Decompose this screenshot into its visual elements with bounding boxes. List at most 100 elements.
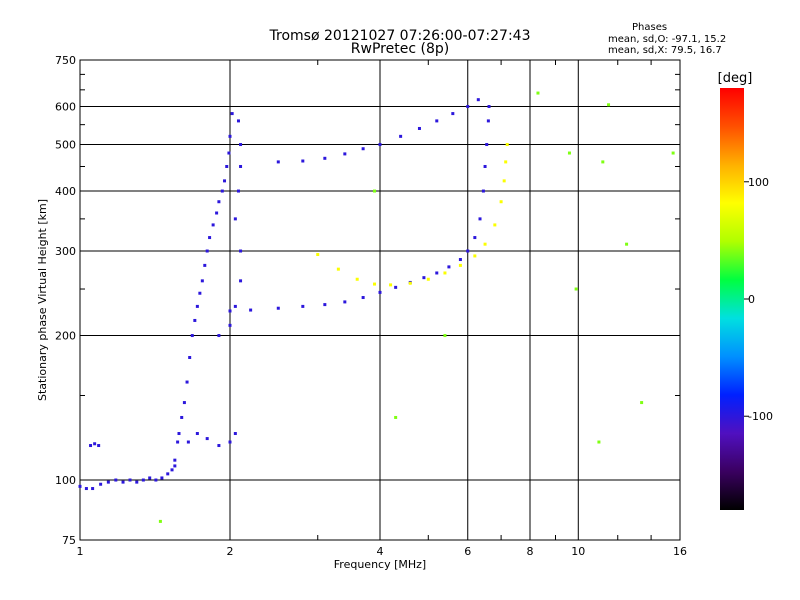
data-point: [195, 304, 199, 308]
data-point: [236, 189, 240, 193]
data-point: [225, 164, 229, 168]
data-point: [574, 287, 578, 291]
data-point: [121, 480, 125, 484]
data-point: [205, 249, 209, 253]
phase-x-stats: mean, sd,X: 79.5, 16.7: [608, 45, 722, 56]
data-point: [173, 458, 177, 462]
data-point: [166, 472, 170, 476]
data-point: [408, 281, 412, 285]
data-point: [173, 464, 177, 468]
data-point: [499, 200, 503, 204]
data-point: [180, 415, 184, 419]
data-point: [485, 143, 489, 147]
data-point: [200, 279, 204, 283]
data-point: [451, 112, 455, 116]
data-point: [217, 444, 221, 448]
chart-subtitle: RwPretec (8p): [350, 41, 450, 57]
data-point: [135, 480, 139, 484]
colorbar-label: [deg]: [718, 71, 753, 86]
data-point: [486, 119, 490, 123]
y-axis: 75 100 200 300 400 500 600 750: [55, 54, 680, 547]
data-point: [597, 440, 601, 444]
y-tick-label: 200: [55, 330, 76, 343]
data-point: [505, 143, 509, 147]
data-point: [97, 444, 101, 448]
data-point: [394, 285, 398, 289]
data-point: [160, 476, 164, 480]
data-point: [399, 134, 403, 138]
y-tick-label: 750: [55, 54, 76, 67]
data-point: [148, 476, 152, 480]
x-tick-label: 8: [527, 545, 534, 558]
data-point: [607, 103, 611, 107]
y-tick-label: 500: [55, 139, 76, 152]
colorbar: [720, 88, 744, 510]
data-point: [228, 309, 232, 313]
data-point: [186, 440, 190, 444]
data-point: [443, 271, 447, 275]
data-point: [493, 223, 497, 227]
data-point: [188, 355, 192, 359]
data-point: [230, 112, 234, 116]
data-point: [671, 151, 675, 155]
colorbar-tick-label: 100: [748, 176, 769, 189]
data-point: [185, 380, 189, 384]
data-point: [223, 179, 227, 183]
data-point: [182, 401, 186, 405]
data-point: [276, 160, 280, 164]
data-point: [483, 164, 487, 168]
colorbar-tick-label: 0: [748, 293, 755, 306]
data-point: [217, 334, 221, 338]
data-point: [228, 134, 232, 138]
data-point: [176, 440, 180, 444]
data-point: [217, 200, 221, 204]
data-point: [361, 296, 365, 300]
x-tick-label: 4: [377, 545, 384, 558]
data-point: [208, 236, 212, 240]
data-point: [426, 277, 430, 281]
data-point: [91, 487, 95, 491]
data-point: [435, 119, 439, 123]
data-point: [193, 318, 197, 322]
data-point: [239, 249, 243, 253]
data-point: [458, 258, 462, 262]
data-point: [239, 279, 243, 283]
data-point: [239, 143, 243, 147]
data-point: [447, 265, 451, 269]
data-point: [323, 303, 327, 307]
data-point: [473, 254, 477, 258]
x-tick-label: 16: [673, 545, 687, 558]
x-axis: 1 2 4 6 8 10 16: [77, 60, 687, 558]
data-point: [378, 143, 382, 147]
data-point: [478, 217, 482, 221]
x-tick-label: 10: [571, 545, 585, 558]
x-tick-label: 2: [227, 545, 234, 558]
data-point: [215, 211, 219, 215]
data-point: [343, 152, 347, 156]
y-tick-label: 100: [55, 474, 76, 487]
data-point: [106, 480, 110, 484]
data-point: [198, 291, 202, 295]
data-point: [249, 308, 253, 312]
data-point: [205, 437, 209, 441]
data-point: [233, 304, 237, 308]
data-point: [99, 482, 103, 486]
data-point: [473, 236, 477, 240]
data-point: [389, 283, 393, 287]
data-point: [276, 306, 280, 310]
data-point: [640, 401, 644, 405]
data-point: [170, 468, 174, 472]
data-point: [233, 217, 237, 221]
y-tick-label: 600: [55, 101, 76, 114]
data-point: [601, 160, 605, 164]
data-point: [203, 263, 207, 267]
data-point: [158, 519, 162, 523]
data-point: [93, 442, 97, 446]
y-axis-label: Stationary phase Virtual Height [km]: [36, 199, 49, 401]
data-point: [239, 164, 243, 168]
data-point: [487, 105, 491, 109]
data-point: [89, 444, 93, 448]
data-point: [422, 276, 426, 280]
y-tick-label: 400: [55, 185, 76, 198]
